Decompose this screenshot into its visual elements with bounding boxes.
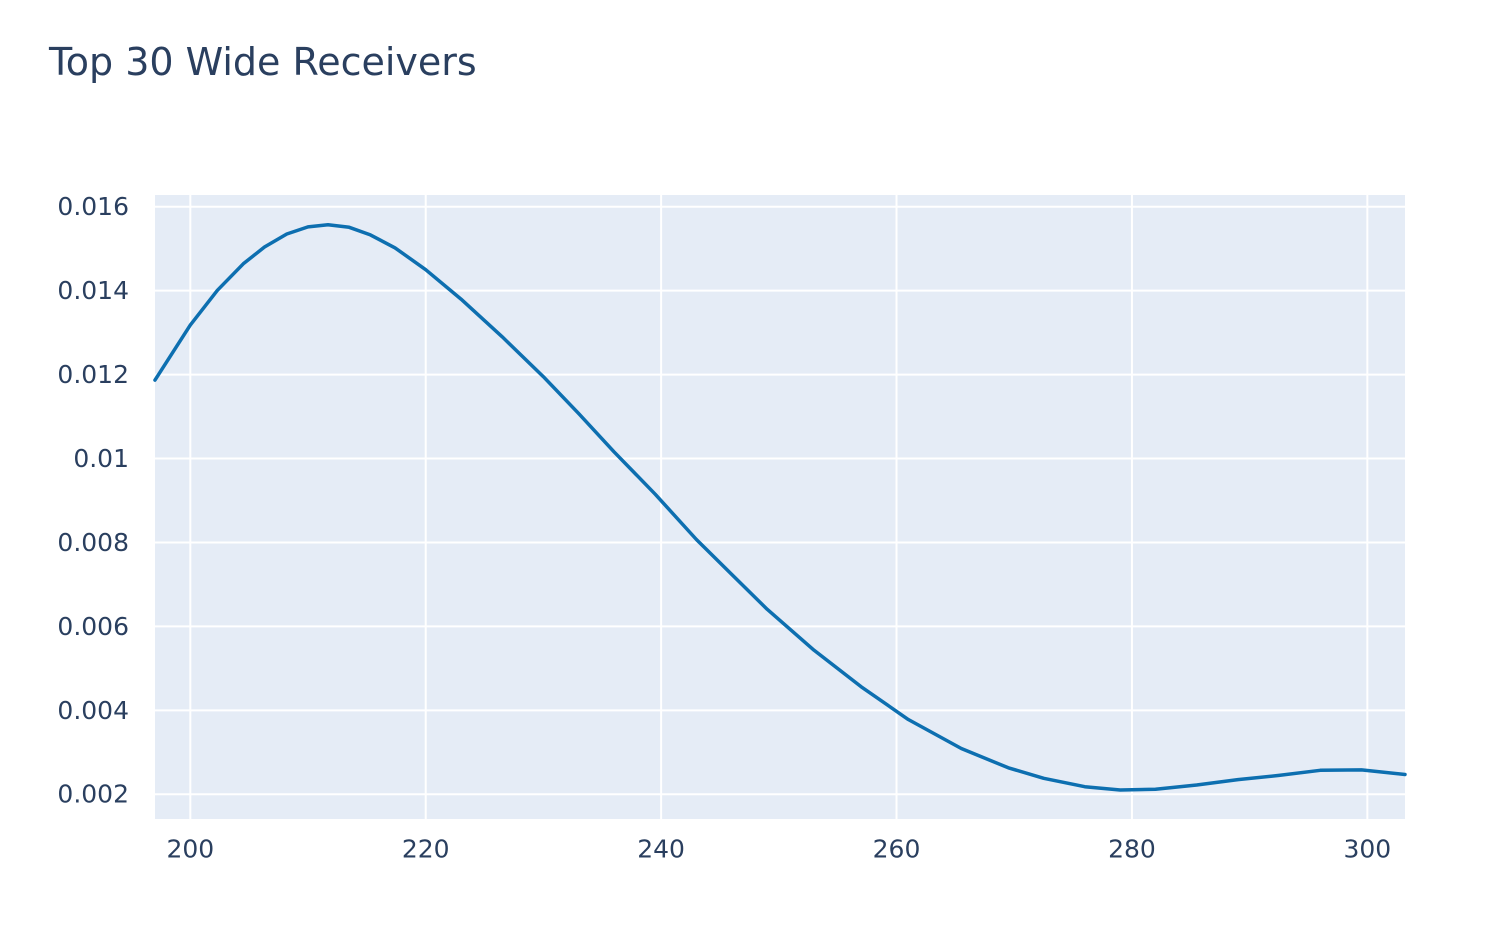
y-axis-tick-labels: 0.002 0.004 0.006 0.008 0.01 0.012 0.014 0.016: [57, 192, 129, 808]
x-tick-label: 280: [1108, 835, 1156, 864]
series-line: [153, 223, 1407, 792]
data-point: [189, 323, 192, 327]
x-tick-label: 300: [1343, 835, 1391, 864]
data-point: [577, 412, 580, 415]
y-tick-label: 0.006: [57, 612, 129, 641]
y-tick-label: 0.01: [73, 444, 129, 473]
x-gridlines: [189, 195, 1369, 819]
y-tick-label: 0.004: [57, 696, 129, 725]
data-point: [1154, 788, 1157, 791]
x-tick-label: 220: [402, 835, 450, 864]
data-point: [1195, 783, 1198, 787]
data-point: [907, 718, 910, 721]
data-point: [695, 538, 698, 541]
data-point: [242, 262, 245, 266]
data-point: [501, 335, 504, 339]
data-point: [1360, 768, 1363, 772]
y-tick-label: 0.016: [57, 192, 129, 221]
data-point: [348, 226, 351, 229]
data-point: [1083, 785, 1087, 788]
plot-area: [155, 195, 1405, 819]
x-axis-tick-labels: 200 220 240 260 280 300: [166, 835, 1391, 864]
data-point: [730, 573, 733, 576]
data-point: [369, 233, 372, 237]
data-point: [542, 375, 545, 378]
y-tick-label: 0.008: [57, 528, 129, 557]
data-point: [216, 289, 219, 292]
data-point: [765, 607, 769, 611]
data-point: [263, 245, 266, 249]
data-point: [306, 225, 310, 229]
data-point: [153, 378, 157, 382]
y-tick-label: 0.012: [57, 360, 129, 389]
x-tick-label: 200: [166, 835, 214, 864]
y-gridlines: [155, 205, 1405, 796]
data-point: [654, 493, 657, 496]
data-point: [1118, 788, 1122, 792]
x-tick-label: 240: [637, 835, 685, 864]
data-point: [285, 232, 289, 236]
data-point: [326, 223, 330, 226]
data-point: [960, 747, 963, 750]
data-point: [1042, 777, 1045, 780]
data-point: [812, 649, 816, 652]
y-tick-label: 0.014: [57, 276, 129, 305]
x-tick-label: 260: [873, 835, 921, 864]
data-point: [1277, 774, 1281, 777]
data-point: [1319, 769, 1322, 772]
data-point: [1403, 773, 1407, 776]
data-point: [459, 297, 463, 301]
data-point: [1236, 778, 1240, 781]
data-point: [860, 685, 863, 689]
series-layer: [153, 223, 1407, 792]
data-point: [393, 246, 397, 250]
data-point: [424, 268, 427, 271]
data-point: [612, 450, 616, 454]
chart-title: Top 30 Wide Receivers: [49, 40, 477, 84]
data-point: [1007, 766, 1010, 770]
y-tick-label: 0.002: [57, 780, 129, 809]
